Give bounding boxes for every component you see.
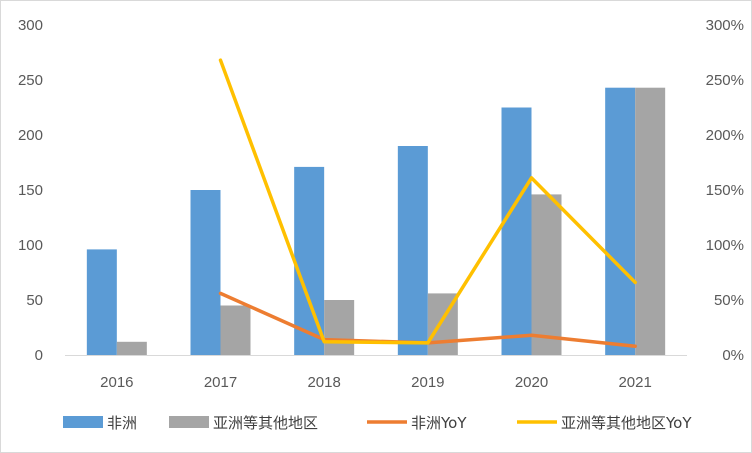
left-tick-label: 0 <box>35 347 43 364</box>
x-axis: 2016 2017 2018 2019 2020 2021 <box>100 374 652 391</box>
legend-label: 非洲 <box>107 414 137 432</box>
right-tick-label: 100% <box>706 237 744 254</box>
right-tick-label: 300% <box>706 17 744 34</box>
left-tick-label: 200 <box>18 127 43 144</box>
right-tick-label: 0% <box>722 347 744 364</box>
bar-1-2021 <box>635 87 666 355</box>
legend-label: 亚洲等其他地区 <box>213 414 318 432</box>
x-tick-label: 2016 <box>100 374 133 391</box>
legend-label: 亚洲等其他地区YoY <box>561 414 692 432</box>
left-tick-label: 50 <box>26 292 43 309</box>
bar-0-2020 <box>501 107 532 355</box>
line-series-1 <box>218 58 637 345</box>
legend: 非洲 亚洲等其他地区 非洲YoY 亚洲等其他地区YoY <box>63 414 692 432</box>
right-tick-label: 200% <box>706 127 744 144</box>
right-tick-label: 250% <box>706 72 744 89</box>
left-tick-label: 250 <box>18 72 43 89</box>
bar-0-2021 <box>605 87 636 355</box>
bar-1-2017 <box>220 305 251 355</box>
bar-0-2016 <box>86 249 117 355</box>
bar-1-2018 <box>324 300 355 355</box>
legend-swatch <box>63 416 103 428</box>
bar-1-2020 <box>531 194 562 355</box>
x-tick-label: 2021 <box>618 374 651 391</box>
right-tick-label: 50% <box>714 292 744 309</box>
right-tick-label: 150% <box>706 182 744 199</box>
x-tick-label: 2019 <box>411 374 444 391</box>
bar-0-2019 <box>397 146 428 355</box>
left-tick-label: 300 <box>18 17 43 34</box>
right-axis: 0% 50% 100% 150% 200% 250% 300% <box>706 17 744 364</box>
x-tick-label: 2017 <box>204 374 237 391</box>
legend-swatch <box>169 416 209 428</box>
legend-label: 非洲YoY <box>411 414 467 432</box>
left-tick-label: 150 <box>18 182 43 199</box>
x-tick-label: 2018 <box>307 374 340 391</box>
left-axis: 0 50 100 150 200 250 300 <box>18 17 43 364</box>
bar-0-2017 <box>190 190 221 355</box>
bar-1-2016 <box>116 341 147 355</box>
lines-layer <box>218 58 637 348</box>
x-tick-label: 2020 <box>515 374 548 391</box>
left-tick-label: 100 <box>18 237 43 254</box>
bars-layer <box>86 87 666 355</box>
